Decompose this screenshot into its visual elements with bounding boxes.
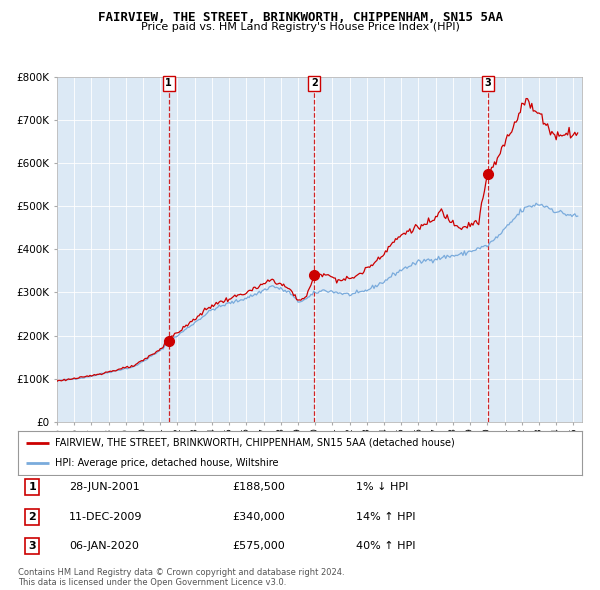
- Text: £188,500: £188,500: [232, 483, 285, 492]
- Text: 3: 3: [484, 78, 491, 88]
- Text: 11-DEC-2009: 11-DEC-2009: [69, 512, 142, 522]
- Text: £340,000: £340,000: [232, 512, 285, 522]
- Text: 2: 2: [311, 78, 317, 88]
- Text: Price paid vs. HM Land Registry's House Price Index (HPI): Price paid vs. HM Land Registry's House …: [140, 22, 460, 32]
- Text: 1: 1: [166, 78, 172, 88]
- Text: 1: 1: [28, 483, 36, 492]
- Text: 14% ↑ HPI: 14% ↑ HPI: [356, 512, 416, 522]
- Text: 06-JAN-2020: 06-JAN-2020: [69, 542, 139, 551]
- Text: HPI: Average price, detached house, Wiltshire: HPI: Average price, detached house, Wilt…: [55, 458, 278, 468]
- Text: FAIRVIEW, THE STREET, BRINKWORTH, CHIPPENHAM, SN15 5AA (detached house): FAIRVIEW, THE STREET, BRINKWORTH, CHIPPE…: [55, 438, 454, 448]
- Text: £575,000: £575,000: [232, 542, 285, 551]
- Text: FAIRVIEW, THE STREET, BRINKWORTH, CHIPPENHAM, SN15 5AA: FAIRVIEW, THE STREET, BRINKWORTH, CHIPPE…: [97, 11, 503, 24]
- Text: 1% ↓ HPI: 1% ↓ HPI: [356, 483, 409, 492]
- Text: 28-JUN-2001: 28-JUN-2001: [69, 483, 140, 492]
- Text: This data is licensed under the Open Government Licence v3.0.: This data is licensed under the Open Gov…: [18, 578, 286, 587]
- Text: Contains HM Land Registry data © Crown copyright and database right 2024.: Contains HM Land Registry data © Crown c…: [18, 568, 344, 576]
- Text: 3: 3: [28, 542, 36, 551]
- Text: 40% ↑ HPI: 40% ↑ HPI: [356, 542, 416, 551]
- Text: 2: 2: [28, 512, 36, 522]
